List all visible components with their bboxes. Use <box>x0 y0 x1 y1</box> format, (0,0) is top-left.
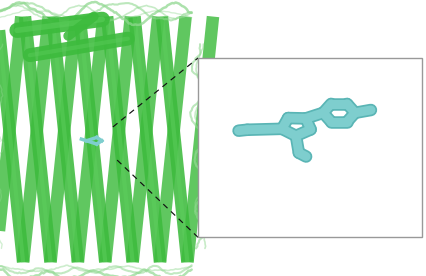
FancyBboxPatch shape <box>198 58 422 237</box>
